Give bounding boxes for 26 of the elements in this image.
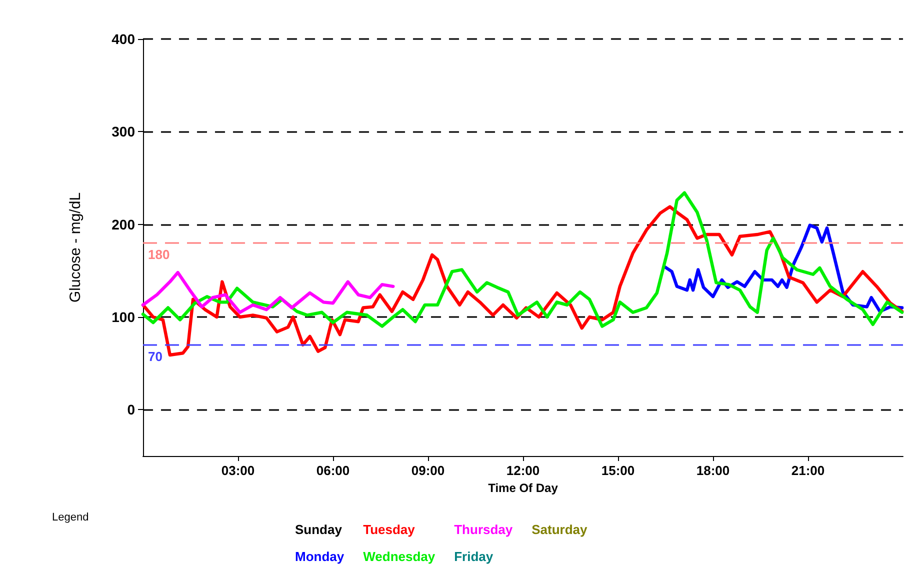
line-series xyxy=(141,191,904,328)
y-tick-label: 300 xyxy=(112,124,136,140)
x-tick-label: 03:00 xyxy=(221,463,255,478)
ref-line-label: 70 xyxy=(148,348,162,364)
text: Monday xyxy=(295,549,345,564)
legend-label: Sunday xyxy=(295,522,343,537)
legend-title: Legend xyxy=(52,512,89,524)
y-tick-label: 400 xyxy=(112,31,136,47)
x-tick-label: 12:00 xyxy=(506,463,540,478)
legend-label: Saturday xyxy=(532,522,588,537)
y-axis-title: Glucose - mg/dL xyxy=(67,192,84,303)
y-tick-label: 200 xyxy=(112,216,136,232)
ref-line-label: 180 xyxy=(148,246,170,262)
x-axis-title: Time Of Day xyxy=(488,480,558,495)
text: Tuesday xyxy=(363,522,416,537)
text: Wednesday xyxy=(363,549,436,564)
x-tick-label: 09:00 xyxy=(411,463,445,478)
x-tick-label: 21:00 xyxy=(791,463,825,478)
legend-label: Friday xyxy=(454,549,494,564)
text: Thursday xyxy=(454,522,514,537)
x-tick-label: 06:00 xyxy=(316,463,350,478)
y-tick-label: 100 xyxy=(112,309,136,325)
line-series xyxy=(141,270,395,314)
y-tick-label: 0 xyxy=(127,402,136,418)
x-tick-label: 15:00 xyxy=(601,463,635,478)
x-tick-label: 18:00 xyxy=(696,463,730,478)
